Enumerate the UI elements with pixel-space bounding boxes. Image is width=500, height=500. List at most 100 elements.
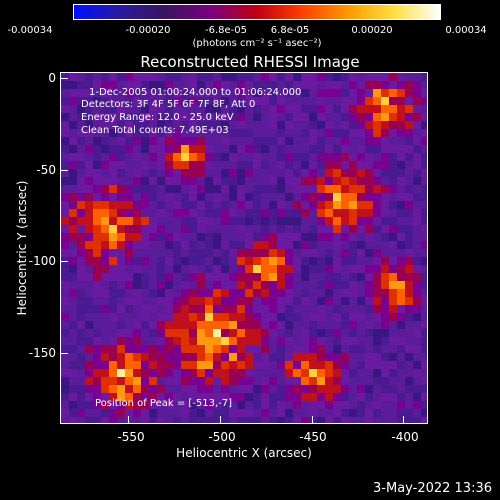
heatmap-cell	[125, 185, 133, 193]
heatmap-cell	[397, 89, 405, 97]
heatmap-cell	[173, 313, 181, 321]
heatmap-cell	[397, 217, 405, 225]
heatmap-cell	[245, 265, 253, 273]
heatmap-cell	[237, 377, 245, 385]
heatmap-cell	[285, 369, 293, 377]
heatmap-cell	[189, 209, 197, 217]
heatmap-cell	[189, 297, 197, 305]
heatmap-cell	[269, 297, 277, 305]
heatmap-cell	[157, 297, 165, 305]
heatmap-cell	[77, 129, 85, 137]
heatmap-cell	[125, 297, 133, 305]
heatmap-cell	[237, 185, 245, 193]
heatmap-cell	[125, 225, 133, 233]
heatmap-cell	[405, 297, 413, 305]
heatmap-cell	[325, 361, 333, 369]
heatmap-cell	[381, 361, 389, 369]
heatmap-cell	[229, 225, 237, 233]
heatmap-cell	[141, 185, 149, 193]
heatmap-cell	[325, 145, 333, 153]
heatmap-cell	[405, 265, 413, 273]
heatmap-cell	[373, 409, 381, 417]
heatmap-cell	[301, 153, 309, 161]
heatmap-cell	[389, 289, 397, 297]
heatmap-cell	[77, 353, 85, 361]
heatmap-cell	[285, 273, 293, 281]
colorbar-unit: (photons cm⁻² s⁻¹ asec⁻²)	[192, 38, 322, 49]
heatmap-cell	[149, 113, 157, 121]
heatmap-cell	[229, 209, 237, 217]
heatmap-cell	[117, 273, 125, 281]
heatmap-cell	[333, 401, 341, 409]
heatmap-cell	[101, 233, 109, 241]
heatmap-cell	[341, 185, 349, 193]
heatmap-cell	[317, 89, 325, 97]
heatmap-cell	[133, 113, 141, 121]
heatmap-cell	[245, 113, 253, 121]
heatmap-cell	[253, 233, 261, 241]
heatmap-cell	[277, 321, 285, 329]
heatmap-cell	[293, 417, 301, 423]
heatmap-cell	[61, 185, 69, 193]
heatmap-cell	[357, 297, 365, 305]
heatmap-cell	[373, 153, 381, 161]
heatmap-cell	[397, 409, 405, 417]
heatmap-cell	[229, 345, 237, 353]
heatmap-cell	[69, 177, 77, 185]
heatmap-cell	[117, 153, 125, 161]
heatmap-cell	[61, 297, 69, 305]
heatmap-cell	[421, 401, 427, 409]
heatmap-cell	[357, 377, 365, 385]
heatmap-cell	[261, 145, 269, 153]
heatmap-cell	[213, 81, 221, 89]
heatmap-cell	[245, 337, 253, 345]
heatmap-cell	[61, 217, 69, 225]
heatmap-cell	[85, 89, 93, 97]
heatmap-cell	[405, 185, 413, 193]
heatmap-cell	[149, 289, 157, 297]
heatmap-cell	[229, 361, 237, 369]
heatmap-cell	[277, 89, 285, 97]
heatmap-cell	[77, 217, 85, 225]
heatmap-cell	[413, 145, 421, 153]
heatmap-cell	[173, 217, 181, 225]
heatmap-cell	[229, 145, 237, 153]
heatmap-cell	[309, 193, 317, 201]
heatmap-cell	[213, 225, 221, 233]
heatmap-cell	[213, 257, 221, 265]
heatmap-cell	[285, 337, 293, 345]
heatmap-cell	[397, 361, 405, 369]
heatmap-cell	[349, 89, 357, 97]
heatmap-cell	[421, 329, 427, 337]
heatmap-cell	[181, 185, 189, 193]
heatmap-cell	[341, 89, 349, 97]
heatmap-cell	[141, 81, 149, 89]
heatmap-cell	[173, 201, 181, 209]
heatmap-cell	[309, 345, 317, 353]
heatmap-cell	[285, 281, 293, 289]
heatmap-cell	[285, 121, 293, 129]
heatmap-cell	[253, 217, 261, 225]
heatmap-cell	[157, 169, 165, 177]
heatmap-cell	[413, 265, 421, 273]
heatmap-cell	[285, 201, 293, 209]
heatmap-cell	[221, 321, 229, 329]
heatmap-cell	[381, 185, 389, 193]
heatmap-cell	[221, 217, 229, 225]
heatmap-cell	[261, 393, 269, 401]
heatmap-cell	[373, 297, 381, 305]
heatmap-cell	[389, 233, 397, 241]
heatmap-cell	[197, 337, 205, 345]
heatmap-cell	[421, 185, 427, 193]
heatmap-cell	[237, 169, 245, 177]
heatmap-cell	[197, 265, 205, 273]
heatmap-cell	[149, 401, 157, 409]
heatmap-cell	[101, 241, 109, 249]
heatmap-cell	[141, 273, 149, 281]
heatmap-cell	[253, 345, 261, 353]
heatmap-cell	[269, 145, 277, 153]
heatmap-cell	[269, 353, 277, 361]
heatmap-cell	[365, 89, 373, 97]
heatmap-cell	[109, 73, 117, 81]
heatmap-cell	[389, 409, 397, 417]
